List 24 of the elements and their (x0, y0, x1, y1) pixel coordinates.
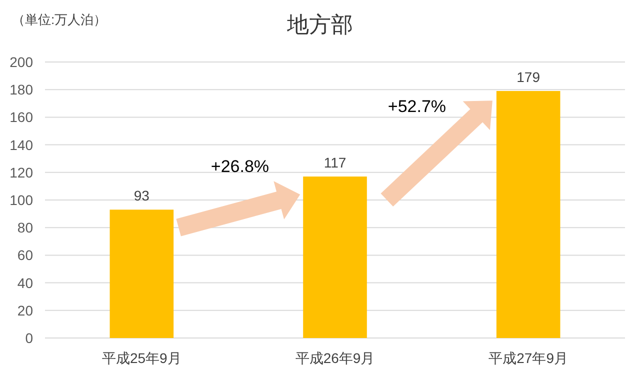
x-tick-label: 平成25年9月 (102, 350, 182, 366)
y-tick-label: 0 (25, 330, 34, 346)
data-label: 117 (324, 154, 346, 171)
data-label: 179 (516, 68, 540, 85)
bar (110, 210, 174, 338)
bar (303, 176, 367, 338)
chart-title: 地方部 (286, 12, 353, 37)
y-tick-label: 120 (10, 164, 34, 180)
data-label: 93 (134, 188, 150, 204)
y-tick-label: 160 (10, 109, 34, 126)
y-tick-label: 80 (17, 220, 34, 236)
y-tick-label: 140 (10, 136, 34, 153)
x-tick-label: 平成26年9月 (295, 350, 375, 366)
y-tick-label: 180 (10, 82, 34, 98)
y-tick-label: 200 (10, 54, 34, 70)
annotation: +26.8% (210, 157, 270, 176)
y-tick-label: 40 (17, 274, 34, 291)
text: （単位:万人泊） (12, 12, 107, 27)
y-tick-label: 60 (17, 247, 34, 264)
x-tick-label: 平成27年9月 (488, 350, 568, 366)
bar (496, 90, 560, 338)
y-tick-label: 100 (10, 192, 34, 208)
y-tick-label: 20 (17, 302, 34, 318)
annotation: +52.7% (388, 97, 446, 116)
